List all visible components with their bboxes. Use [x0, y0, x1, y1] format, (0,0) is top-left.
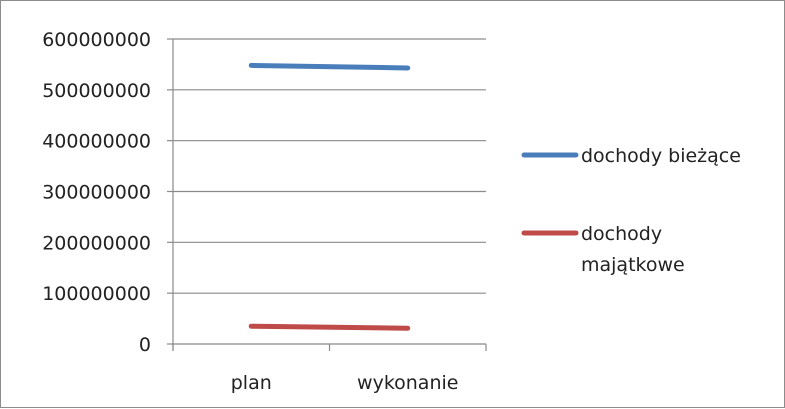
y-tick-label: 500000000 [42, 80, 151, 102]
x-tick-label: wykonanie [357, 372, 458, 394]
y-tick-label: 0 [139, 334, 151, 356]
y-tick-label: 200000000 [42, 232, 151, 254]
y-tick-label: 400000000 [42, 131, 151, 153]
series-line [251, 65, 408, 68]
series-line [251, 326, 408, 328]
y-tick-label: 300000000 [42, 182, 151, 204]
legend-label: majątkowe [581, 254, 685, 276]
legend-label: dochody [581, 223, 662, 245]
legend-label: dochody bieżące [581, 145, 741, 167]
y-tick-label: 100000000 [42, 283, 151, 305]
x-tick-label: plan [231, 372, 272, 394]
y-tick-label: 600000000 [42, 29, 151, 51]
